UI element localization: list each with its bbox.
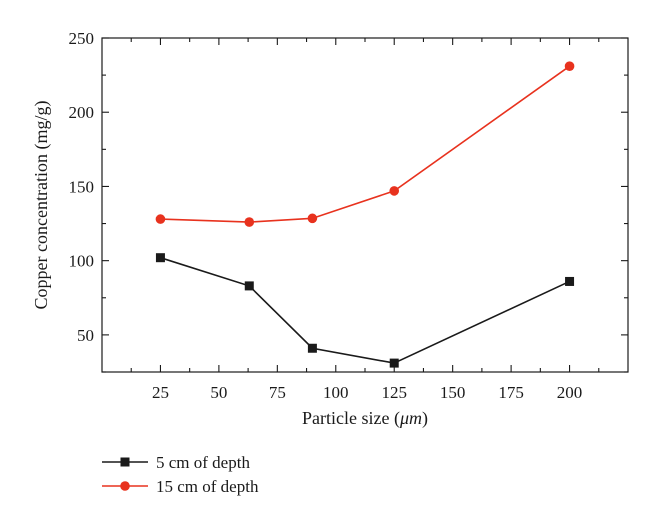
series-2 bbox=[155, 61, 575, 227]
data-point bbox=[307, 213, 318, 224]
plot-area: 25 50 75 100 125 150 175 200 50 100 150 200 250 Parti… bbox=[31, 29, 629, 429]
data-point bbox=[155, 253, 165, 263]
y-axis-title: Copper concentration (mg/g) bbox=[31, 101, 52, 310]
x-axis-title-prefix: Particle size ( bbox=[302, 408, 400, 429]
x-tick-label: 50 bbox=[210, 383, 227, 402]
y-tick-label: 100 bbox=[69, 252, 95, 271]
x-tick-label: 200 bbox=[557, 383, 583, 402]
x-tick-label: 175 bbox=[498, 383, 524, 402]
x-axis-title: Particle size (μm) bbox=[302, 408, 428, 429]
legend-label: 15 cm of depth bbox=[156, 477, 259, 496]
data-point bbox=[565, 276, 575, 286]
x-tick-label: 25 bbox=[152, 383, 169, 402]
series-1 bbox=[155, 253, 575, 368]
legend-label: 5 cm of depth bbox=[156, 453, 250, 472]
y-tick-label: 250 bbox=[69, 29, 95, 48]
y-tick-label: 200 bbox=[69, 103, 95, 122]
data-point bbox=[564, 61, 575, 72]
legend-marker bbox=[120, 457, 130, 467]
y-tick-label: 50 bbox=[77, 326, 94, 345]
plot-frame bbox=[101, 37, 629, 373]
legend: 5 cm of depth 15 cm of depth bbox=[102, 453, 259, 496]
x-tick-label: 100 bbox=[323, 383, 349, 402]
data-point bbox=[389, 186, 400, 196]
legend-marker bbox=[120, 481, 130, 491]
x-tick-label: 125 bbox=[381, 383, 407, 402]
data-point bbox=[307, 343, 317, 353]
series-line bbox=[160, 256, 570, 364]
x-tick-label: 75 bbox=[269, 383, 286, 402]
data-point bbox=[389, 358, 399, 368]
y-tick-label: 150 bbox=[69, 177, 95, 196]
x-axis-title-unit: μm bbox=[399, 408, 422, 428]
data-point bbox=[244, 281, 254, 291]
x-tick-label: 150 bbox=[440, 383, 466, 402]
data-point bbox=[155, 214, 166, 224]
data-point bbox=[244, 217, 255, 227]
series-line bbox=[160, 65, 571, 223]
legend-entry: 5 cm of depth bbox=[102, 453, 250, 472]
x-axis-title-suffix: ) bbox=[422, 408, 428, 429]
legend-entry: 15 cm of depth bbox=[102, 477, 259, 496]
